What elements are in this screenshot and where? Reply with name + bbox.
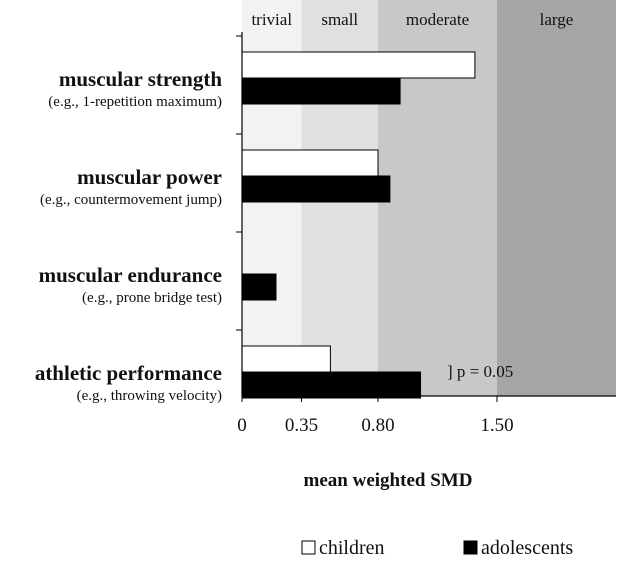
- bar-adolescents-2: [241, 273, 277, 301]
- legend: children adolescents: [301, 537, 573, 559]
- bar-adolescents-1: [241, 175, 391, 203]
- bars: [241, 51, 476, 399]
- category-sublabel: (e.g., prone bridge test): [82, 290, 222, 306]
- bar-adolescents-3: [241, 371, 421, 399]
- zone-label-trivial: trivial: [251, 10, 292, 29]
- x-axis-label: mean weighted SMD: [304, 470, 473, 491]
- legend-label-adolescents: adolescents: [481, 537, 573, 559]
- axes: 0 0.35 0.80 1.50: [236, 32, 616, 436]
- category-label: athletic performance: [35, 361, 222, 385]
- zone-large: [497, 0, 616, 396]
- category-label: muscular strength: [59, 67, 222, 91]
- legend-swatch-adolescents: [463, 540, 478, 555]
- category-label: muscular endurance: [39, 263, 222, 287]
- legend-label-children: children: [319, 537, 385, 559]
- significance-annotation: ] p = 0.05: [447, 362, 513, 381]
- zone-label-large: large: [540, 10, 574, 29]
- annotations: ] p = 0.05: [447, 362, 513, 381]
- category-labels: muscular strength (e.g., 1-repetition max…: [35, 67, 223, 404]
- x-tick-label: 1.50: [480, 415, 513, 436]
- bar-children-1: [241, 149, 379, 177]
- x-tick-label: 0: [237, 415, 247, 436]
- category-sublabel: (e.g., 1-repetition maximum): [48, 94, 222, 110]
- bar-children-3: [241, 345, 331, 373]
- category-sublabel: (e.g., throwing velocity): [77, 388, 222, 404]
- bar-children-0: [241, 51, 476, 79]
- x-tick-label: 0.80: [361, 415, 394, 436]
- bar-adolescents-0: [241, 77, 401, 105]
- legend-swatch-children: [301, 540, 316, 555]
- category-label: muscular power: [77, 165, 222, 189]
- zone-label-small: small: [321, 10, 358, 29]
- category-sublabel: (e.g., countermovement jump): [40, 192, 222, 208]
- zone-label-moderate: moderate: [406, 10, 469, 29]
- zone-labels: trivial small moderate large: [251, 10, 573, 29]
- x-tick-label: 0.35: [285, 415, 318, 436]
